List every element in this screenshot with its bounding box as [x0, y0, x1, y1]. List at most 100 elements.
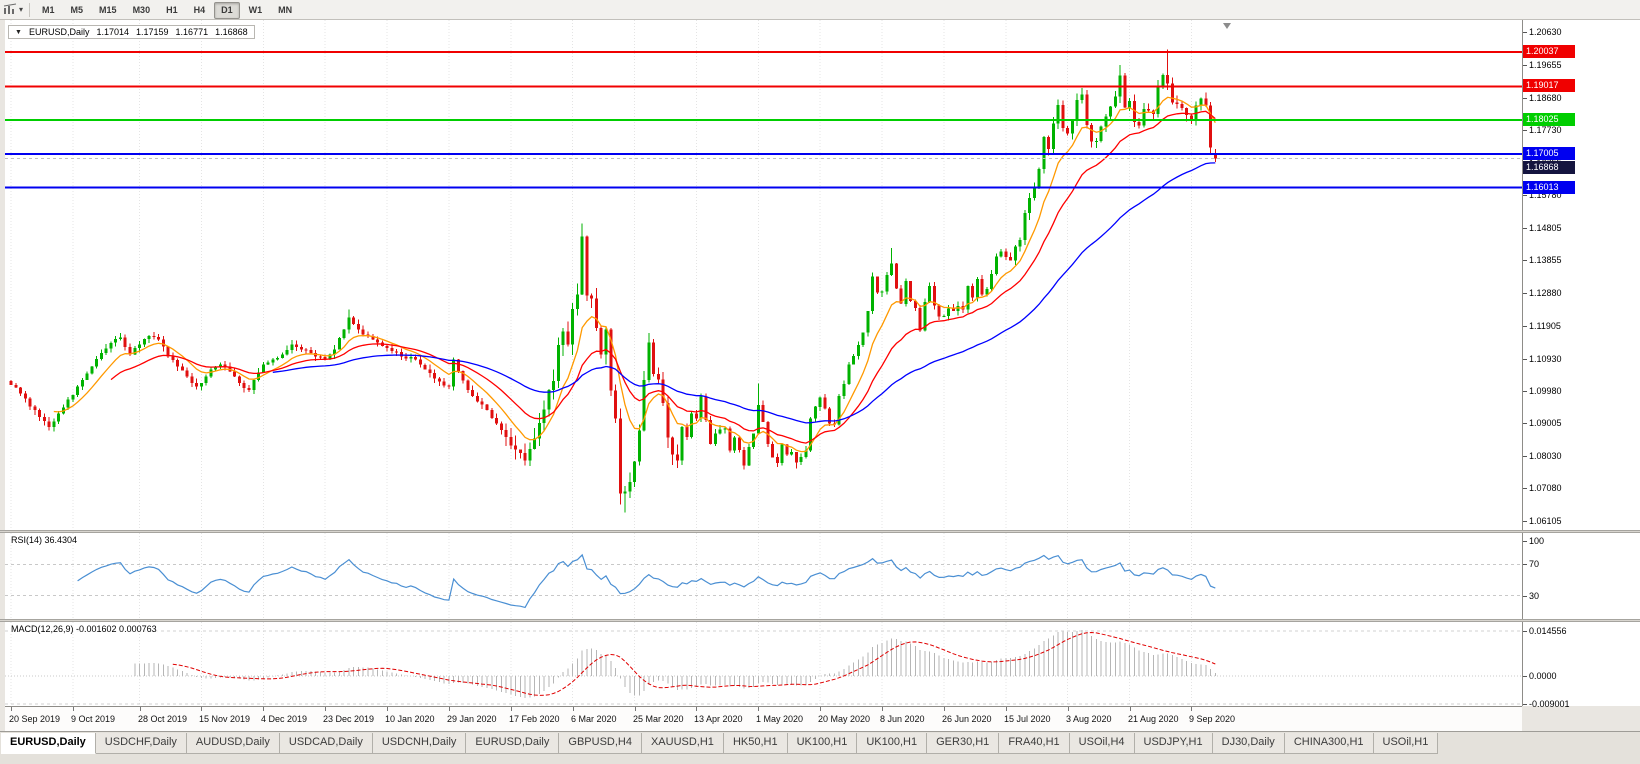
- date-label: 4 Dec 2019: [261, 714, 308, 724]
- rsi-axis-label: 70: [1529, 559, 1540, 570]
- axis-tick: [1523, 358, 1527, 360]
- time-tick: [511, 707, 512, 711]
- time-tick: [11, 707, 12, 711]
- time-tick: [201, 707, 202, 711]
- chart-tab-eurusd-daily[interactable]: EURUSD,Daily: [466, 733, 560, 754]
- toolbar: ▾ M1 M5 M15 M30 H1 H4 D1 W1 MN: [0, 0, 1640, 20]
- main-chart-pane[interactable]: ▼ EURUSD,Daily 1.17014 1.17159 1.16771 1…: [5, 20, 1522, 530]
- axis-tick: [1523, 292, 1527, 294]
- time-tick: [73, 707, 74, 711]
- axis-tick: [1523, 32, 1527, 34]
- chart-tab-audusd-daily[interactable]: AUDUSD,Daily: [186, 733, 280, 754]
- time-tick: [573, 707, 574, 711]
- axis-tick: [1523, 456, 1527, 458]
- ohlc-close: 1.16868: [215, 27, 248, 37]
- price-tag: 1.18025: [1523, 112, 1575, 126]
- date-label: 8 Jun 2020: [880, 714, 925, 724]
- date-label: 3 Aug 2020: [1066, 714, 1112, 724]
- chart-type-icon[interactable]: [3, 3, 18, 16]
- chart-tab-uk100-h1[interactable]: UK100,H1: [787, 733, 858, 754]
- chevron-down-icon[interactable]: ▾: [19, 5, 24, 14]
- time-tick: [882, 707, 883, 711]
- timeframe-button-m30[interactable]: M30: [132, 5, 151, 15]
- chart-tab-xauusd-h1[interactable]: XAUUSD,H1: [641, 733, 724, 754]
- macd-axis-label: 0.014556: [1529, 625, 1567, 636]
- chart-tab-gbpusd-h4[interactable]: GBPUSD,H4: [559, 733, 642, 754]
- timeframe-button-m15[interactable]: M15: [99, 5, 117, 15]
- chart-tab-usoil-h4[interactable]: USOil,H4: [1069, 733, 1135, 754]
- time-axis[interactable]: 20 Sep 2019 9 Oct 2019 28 Oct 2019 15 Nov 2…: [5, 706, 1522, 731]
- macd-chart[interactable]: [5, 622, 1522, 706]
- price-axis-label: 1.19655: [1529, 59, 1562, 70]
- pane-splitter[interactable]: [0, 530, 1640, 533]
- rsi-pane[interactable]: RSI(14) 36.4304: [5, 533, 1522, 619]
- time-tick: [944, 707, 945, 711]
- axis-tick: [1523, 676, 1527, 677]
- timeframe-button-h4[interactable]: H4: [193, 5, 206, 15]
- price-tag: 1.16013: [1523, 180, 1575, 194]
- macd-axis-label: 0.0000: [1529, 671, 1557, 681]
- chart-tab-ger30-h1[interactable]: GER30,H1: [927, 733, 1000, 754]
- candlestick-chart[interactable]: [5, 20, 1522, 530]
- ohlc-low: 1.16771: [175, 27, 209, 37]
- date-label: 23 Dec 2019: [323, 714, 375, 724]
- timeframe-group: M1 M5 M15 M30 H1 H4 D1 W1 MN: [35, 0, 301, 19]
- price-axis-label: 1.12880: [1529, 287, 1562, 298]
- price-tag: 1.19017: [1523, 79, 1575, 93]
- chart-tab-usdchf-daily[interactable]: USDCHF,Daily: [95, 733, 187, 754]
- axis-tick: [1523, 228, 1527, 230]
- toolbar-separator: [29, 2, 31, 17]
- axis-tick: [1523, 260, 1527, 262]
- chart-tab-usoil-h1[interactable]: USOil,H1: [1373, 733, 1439, 754]
- time-tick: [820, 707, 821, 711]
- macd-pane[interactable]: MACD(12,26,9) -0.001602 0.000763: [5, 622, 1522, 706]
- date-label: 9 Oct 2019: [71, 714, 116, 724]
- date-label: 10 Jan 2020: [385, 714, 435, 724]
- price-tag: 1.16868: [1523, 161, 1575, 175]
- chart-tab-dj30-daily[interactable]: DJ30,Daily: [1212, 733, 1285, 754]
- price-axis-label: 1.15780: [1529, 190, 1562, 201]
- pane-splitter[interactable]: [0, 619, 1640, 622]
- date-label: 17 Feb 2020: [509, 714, 560, 724]
- chart-tab-uk100-h1[interactable]: UK100,H1: [857, 733, 928, 754]
- chart-tab-hk50-h1[interactable]: HK50,H1: [723, 733, 788, 754]
- timeframe-button-h1[interactable]: H1: [166, 5, 178, 15]
- chart-tab-fra40-h1[interactable]: FRA40,H1: [999, 733, 1070, 754]
- ohlc-open: 1.17014: [96, 27, 129, 37]
- chart-tab-usdcad-daily[interactable]: USDCAD,Daily: [279, 733, 373, 754]
- date-label: 26 Jun 2020: [942, 714, 992, 724]
- price-axis-label: 1.10930: [1529, 353, 1562, 364]
- date-label: 15 Jul 2020: [1004, 714, 1051, 724]
- collapse-icon[interactable]: ▼: [15, 28, 22, 36]
- timeframe-button-m1[interactable]: M1: [42, 5, 55, 15]
- time-tick: [325, 707, 326, 711]
- rsi-chart[interactable]: [5, 533, 1522, 619]
- chart-tab-usdjpy-h1[interactable]: USDJPY,H1: [1134, 733, 1213, 754]
- chart-tab-china300-h1[interactable]: CHINA300,H1: [1284, 733, 1374, 754]
- axis-tick: [1523, 423, 1527, 425]
- timeframe-button-m5[interactable]: M5: [70, 5, 84, 15]
- price-axis-label: 1.11905: [1529, 320, 1561, 331]
- chart-tab-eurusd-daily[interactable]: EURUSD,Daily: [1, 733, 96, 754]
- price-axis[interactable]: 1.206301.196551.186801.177301.167551.157…: [1522, 20, 1640, 709]
- axis-tick: [1523, 488, 1527, 490]
- date-label: 20 May 2020: [818, 714, 871, 724]
- price-axis-label: 1.18680: [1529, 92, 1562, 103]
- chart-symbol: EURUSD,Daily: [28, 27, 90, 37]
- time-tick: [449, 707, 450, 711]
- rsi-axis-label: 100: [1529, 536, 1545, 546]
- axis-tick: [1523, 129, 1527, 131]
- time-tick: [635, 707, 636, 711]
- timeframe-button-mn[interactable]: MN: [278, 5, 293, 15]
- time-tick: [387, 707, 388, 711]
- timeframe-button-w1[interactable]: W1: [248, 5, 263, 15]
- price-axis-label: 1.20630: [1529, 27, 1562, 38]
- rsi-axis-label: 30: [1529, 590, 1540, 601]
- price-tag: 1.17005: [1523, 147, 1575, 161]
- chart-tab-usdcnh-daily[interactable]: USDCNH,Daily: [372, 733, 467, 754]
- date-label: 1 May 2020: [756, 714, 804, 724]
- macd-label: MACD(12,26,9) -0.001602 0.000763: [9, 624, 159, 634]
- timeframe-button-d1[interactable]: D1: [214, 2, 240, 19]
- date-label: 25 Mar 2020: [633, 714, 684, 724]
